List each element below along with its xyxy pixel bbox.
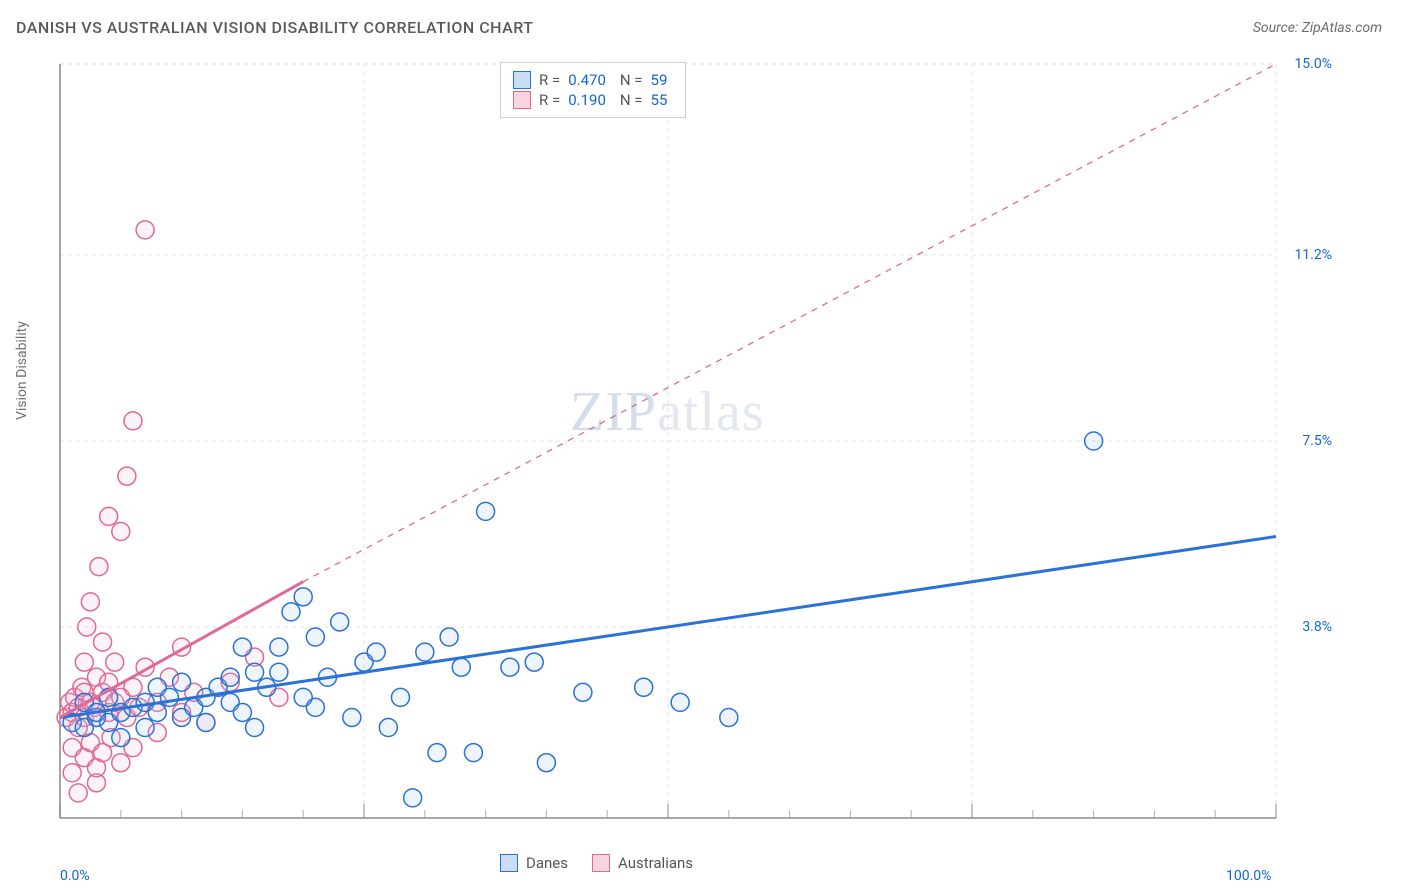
- plot-area: [48, 58, 1336, 848]
- danes-legend-label: Danes: [526, 854, 568, 872]
- australians-point: [100, 507, 118, 525]
- australians-point: [75, 653, 93, 671]
- danes-point: [574, 683, 592, 701]
- stats-n-label: N =: [620, 71, 643, 89]
- australians-point: [136, 221, 154, 239]
- stats-row-australians: R = 0.190 N = 55: [513, 91, 673, 109]
- x-tick-label: 100.0%: [1226, 868, 1271, 884]
- stats-legend-box: R = 0.470 N = 59 R = 0.190 N = 55: [500, 62, 686, 118]
- danes-point: [233, 703, 251, 721]
- danes-point: [306, 698, 324, 716]
- bottom-legend: Danes Australians: [500, 854, 693, 872]
- stats-r-label: R =: [539, 71, 560, 89]
- australians-swatch: [513, 91, 531, 109]
- australians-point: [118, 467, 136, 485]
- danes-point: [404, 789, 422, 807]
- australians-point: [124, 412, 142, 430]
- danes-point: [452, 658, 470, 676]
- danes-point: [331, 613, 349, 631]
- stats-r-label: R =: [539, 91, 560, 109]
- danes-point: [367, 643, 385, 661]
- danes-point: [233, 638, 251, 656]
- x-tick-label: 0.0%: [60, 868, 90, 884]
- danes-point: [464, 744, 482, 762]
- danes-point: [221, 668, 239, 686]
- danes-point: [173, 673, 191, 691]
- danes-point: [246, 719, 264, 737]
- danes-point: [306, 628, 324, 646]
- australians-point: [63, 764, 81, 782]
- danes-point: [1085, 432, 1103, 450]
- y-tick-label: 7.5%: [1302, 433, 1332, 449]
- australians-point: [112, 522, 130, 540]
- danes-swatch: [513, 71, 531, 89]
- danes-point: [501, 658, 519, 676]
- australians-legend-label: Australians: [618, 854, 693, 872]
- australians-point: [81, 593, 99, 611]
- y-axis-label: Vision Disability: [14, 321, 30, 420]
- australians-legend-swatch: [592, 854, 610, 872]
- australians-point: [112, 754, 130, 772]
- stats-r-value: 0.470: [568, 71, 606, 89]
- danes-point: [294, 588, 312, 606]
- australians-point: [94, 633, 112, 651]
- chart-container: DANISH VS AUSTRALIAN VISION DISABILITY C…: [0, 0, 1406, 892]
- australians-point: [106, 653, 124, 671]
- danes-point: [477, 502, 495, 520]
- danes-point: [720, 708, 738, 726]
- australians-point: [69, 784, 87, 802]
- danes-point: [270, 663, 288, 681]
- chart-svg: [48, 58, 1336, 848]
- danes-point: [537, 754, 555, 772]
- y-tick-label: 11.2%: [1294, 247, 1332, 263]
- stats-r-value: 0.190: [568, 91, 606, 109]
- danes-point: [270, 638, 288, 656]
- y-tick-label: 3.8%: [1302, 619, 1332, 635]
- legend-item-australians: Australians: [592, 854, 693, 872]
- stats-n-value: 55: [651, 91, 668, 109]
- danes-point: [525, 653, 543, 671]
- source-attribution: Source: ZipAtlas.com: [1253, 20, 1382, 36]
- danes-point: [671, 693, 689, 711]
- stats-n-value: 59: [651, 71, 668, 89]
- legend-item-danes: Danes: [500, 854, 568, 872]
- stats-row-danes: R = 0.470 N = 59: [513, 71, 673, 89]
- australians-point: [90, 558, 108, 576]
- danes-point: [343, 708, 361, 726]
- danes-legend-swatch: [500, 854, 518, 872]
- danes-point: [416, 643, 434, 661]
- chart-title: DANISH VS AUSTRALIAN VISION DISABILITY C…: [16, 18, 534, 37]
- danes-point: [440, 628, 458, 646]
- danes-point: [197, 713, 215, 731]
- australians-point: [78, 618, 96, 636]
- danes-point: [136, 719, 154, 737]
- danes-point: [635, 678, 653, 696]
- danes-point: [246, 663, 264, 681]
- danes-point: [112, 729, 130, 747]
- danes-point: [391, 688, 409, 706]
- danes-point: [148, 703, 166, 721]
- danes-point: [160, 688, 178, 706]
- y-tick-label: 15.0%: [1294, 56, 1332, 72]
- danes-point: [379, 719, 397, 737]
- stats-n-label: N =: [620, 91, 643, 109]
- danes-point: [428, 744, 446, 762]
- danes-point: [282, 603, 300, 621]
